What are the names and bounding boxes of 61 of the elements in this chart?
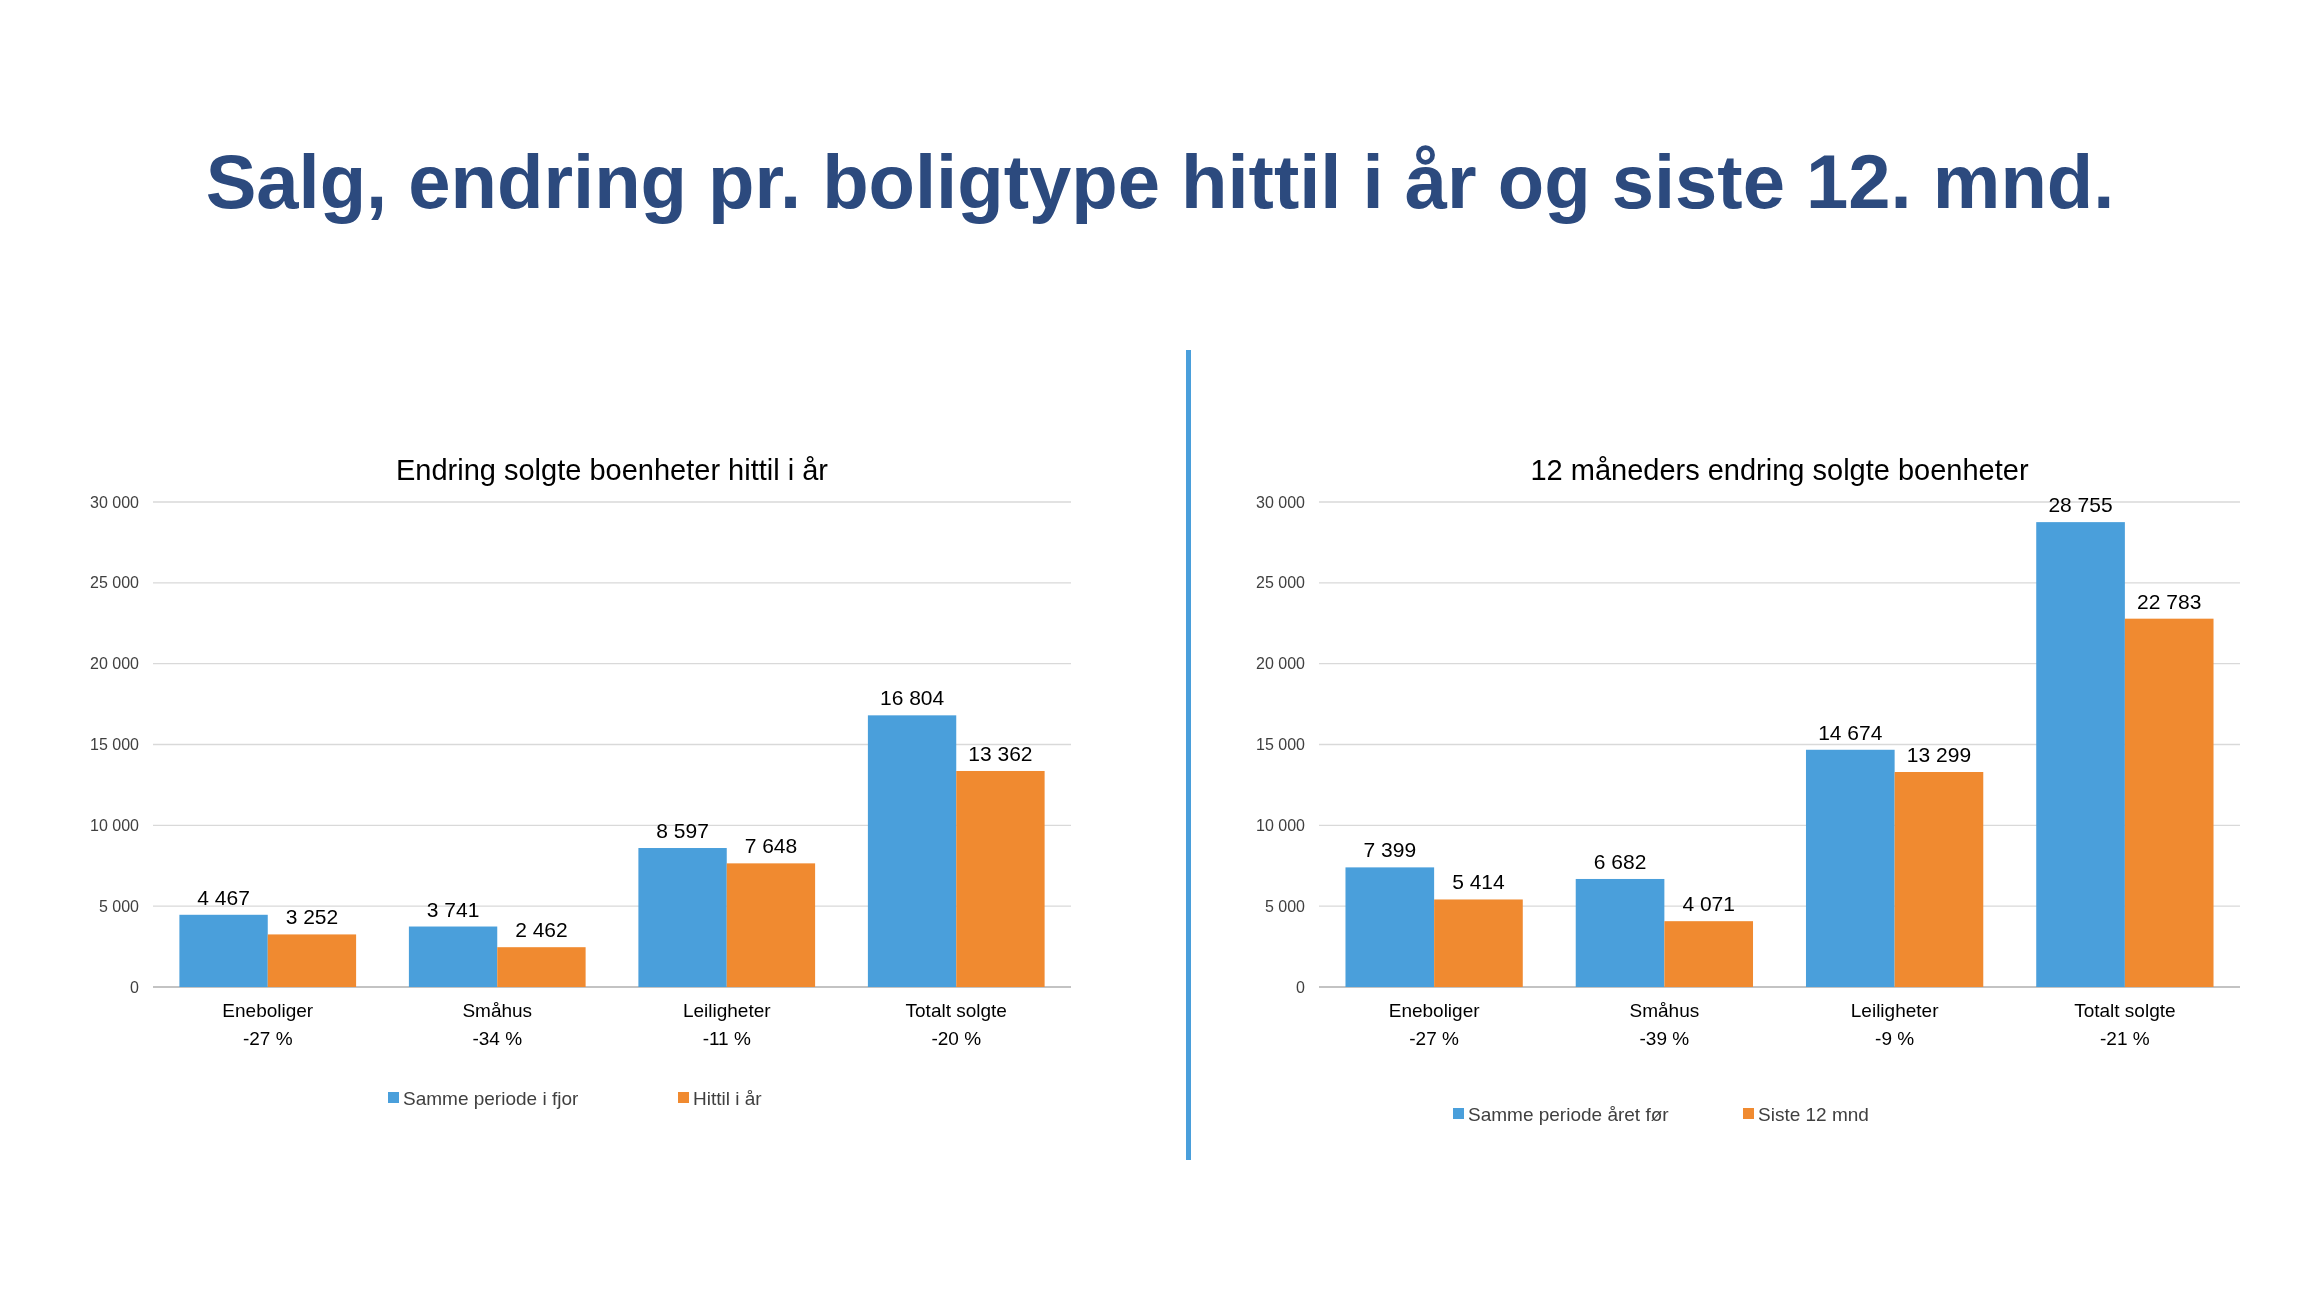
y-tick-label: 30 000 [1256,493,1306,511]
y-tick-label: 10 000 [90,816,140,834]
legend-label: Siste 12 mnd [1758,1103,1869,1125]
data-label: 16 804 [879,686,945,710]
bar [179,914,268,987]
legend-label: Samme periode året før [1468,1103,1670,1125]
data-label: 14 674 [1818,720,1883,744]
bar [1434,899,1523,987]
data-label: 3 741 [426,897,480,921]
bar [2036,522,2125,987]
data-label: 4 467 [197,885,250,909]
data-label: 6 682 [1593,849,1647,873]
bar [638,848,727,987]
y-tick-label: 25 000 [1256,574,1306,592]
y-tick-label: 30 000 [90,493,140,511]
text: Salg, endring pr. boligtype hittil i år og siste 12. mnd. [205,139,2115,224]
x-tick-label: Småhus -34 % [462,1000,533,1049]
bar [1894,772,1984,987]
y-tick-label: 15 000 [1256,736,1306,754]
y-tick-label: 20 000 [1256,655,1306,673]
y-tick-label: 5 000 [1264,897,1306,915]
data-label: 7 648 [744,834,798,858]
bar [1664,921,1754,987]
bar [1805,749,1895,987]
data-label: 13 299 [1906,743,1972,766]
y-tick-label: 0 [130,978,140,996]
y-tick-label: 5 000 [98,897,140,915]
x-tick-label: Leiligheter -11 % [682,1000,772,1049]
y-tick-label: 15 000 [90,736,140,754]
data-label: 8 597 [656,819,709,843]
chart-title: Endring solgte boenheter hittil i år [395,454,829,486]
data-label: 28 755 [2048,493,2113,517]
bar [1345,867,1435,987]
x-tick-label: Totalt solgte -20 % [905,1000,1007,1049]
y-tick-label: 0 [1296,978,1306,996]
legend-label: Hittil i år [693,1087,763,1109]
bar [1575,878,1665,987]
bar [2124,618,2214,987]
bar [956,770,1045,987]
data-label: 22 783 [2137,589,2202,613]
y-tick-label: 25 000 [90,574,140,592]
bar [497,947,586,987]
y-tick-label: 20 000 [90,655,140,673]
x-tick-label: Eneboliger -27 % [1388,1000,1481,1049]
data-label: 13 362 [968,741,1033,765]
data-label: 4 071 [1682,892,1735,916]
bar [408,926,498,987]
x-tick-label: Småhus -39 % [1629,1000,1700,1049]
data-label: 7 399 [1363,838,1417,862]
legend-label: Samme periode i fjor [403,1087,579,1109]
y-tick-label: 10 000 [1256,816,1306,834]
data-label: 3 252 [285,905,339,929]
chart-title: 12 måneders endring solgte boenheter [1530,454,2029,486]
x-tick-label: Leiligheter -9 % [1850,1000,1940,1049]
bar [726,863,816,987]
bar [267,934,357,987]
x-tick-label: Totalt solgte -21 % [2074,1000,2176,1049]
x-tick-label: Eneboliger -27 % [222,1000,314,1049]
bar [867,715,957,987]
data-label: 5 414 [1452,870,1506,894]
data-label: 2 462 [515,918,568,942]
